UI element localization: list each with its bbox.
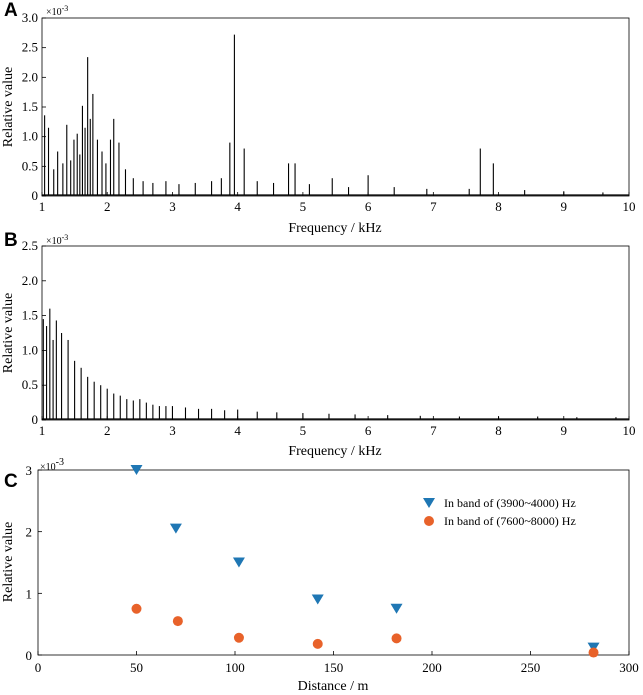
panel-b-xtick-label-3: 4 [234, 423, 241, 438]
panel-c-xticks: 0 50 100 150 200 250 300 [35, 651, 639, 675]
panel-c-x-axis-label: Distance / m [298, 679, 369, 694]
legend-label-band-3900: In band of (3900~4000) Hz [444, 496, 576, 510]
panel-b-xtick-label-7: 8 [495, 423, 502, 438]
panel-c-series-0-point-4 [390, 603, 403, 614]
panel-c-series-0-point-3 [311, 594, 324, 605]
panel-b-spectrum [42, 308, 629, 420]
panel-a-ytick-label-2: 1.0 [22, 129, 38, 144]
panel-b-xtick-label-8: 9 [561, 423, 568, 438]
panel-a-xtick-label-9: 10 [623, 199, 636, 214]
panel-c-xtick-label-4: 200 [422, 660, 442, 675]
panel-b-xticks: 1 2 3 4 5 6 7 8 9 10 [39, 416, 636, 438]
panel-a-ytick-label-4: 2.0 [22, 69, 38, 84]
panel-a-xtick-label-2: 3 [169, 199, 176, 214]
panel-b-ytick-label-3: 1.5 [22, 308, 38, 323]
panel-c-series-0-point-2 [232, 557, 245, 568]
legend-label-band-7600: In band of (7600~8000) Hz [444, 514, 576, 528]
panel-a-frame [41, 17, 630, 197]
panel-b-xtick-label-1: 2 [104, 423, 111, 438]
panel-c-xtick-label-0: 0 [35, 660, 42, 675]
panel-b-y-exponent: ×10-3 [46, 233, 68, 247]
panel-c-xtick-label-5: 250 [521, 660, 541, 675]
panel-c: C 0 50 100 150 200 250 300 0 1 2 3 ×10-3 In band … [1, 457, 639, 694]
panel-a-y-exponent: ×10-3 [46, 4, 68, 18]
panel-c-legend: In band of (3900~4000) Hz In band of (76… [423, 496, 576, 528]
panel-c-ytick-label-3: 3 [26, 463, 33, 478]
panel-b-xtick-label-6: 7 [430, 423, 437, 438]
panel-a-xtick-label-7: 8 [495, 199, 502, 214]
panel-b-yticks: 0 0.5 1.0 1.5 2.0 2.5 [22, 238, 46, 427]
panel-c-xtick-label-2: 100 [225, 660, 245, 675]
panel-a-xtick-label-5: 6 [365, 199, 372, 214]
panel-c-series-0-point-1 [169, 523, 182, 534]
panel-a-y-axis-label: Relative value [1, 67, 16, 147]
panel-c-y-axis-label: Relative value [1, 522, 16, 602]
panel-b-xtick-label-4: 5 [300, 423, 307, 438]
panel-b-xtick-label-0: 1 [39, 423, 46, 438]
panel-a-xtick-label-8: 9 [561, 199, 568, 214]
panel-c-ytick-label-2: 2 [26, 525, 33, 540]
panel-c-series-1-point-0 [131, 603, 142, 614]
panel-a-xtick-label-6: 7 [430, 199, 437, 214]
panel-b-ytick-label-4: 2.0 [22, 273, 38, 288]
panel-a-ytick-label-1: 0.5 [22, 158, 38, 173]
panel-b-xtick-label-2: 3 [169, 423, 176, 438]
panel-letter-c: C [4, 471, 18, 492]
panel-c-series-0-point-0 [130, 465, 143, 475]
panel-c-xtick-label-3: 150 [324, 660, 344, 675]
panel-letter-a: A [4, 0, 18, 21]
panel-b-xtick-label-9: 10 [623, 423, 636, 438]
panel-c-y-exponent: ×10-3 [40, 457, 64, 473]
panel-c-series-1-point-1 [172, 616, 183, 627]
panel-c-xtick-label-6: 300 [619, 660, 639, 675]
panel-a-ytick-label-6: 3.0 [22, 10, 38, 25]
panel-a-xtick-label-1: 2 [104, 199, 111, 214]
panel-c-series-1-point-2 [233, 632, 244, 643]
panel-a-ytick-label-5: 2.5 [22, 40, 38, 55]
panel-b-ytick-label-0: 0 [32, 412, 39, 427]
panel-b-xtick-label-5: 6 [365, 423, 372, 438]
legend-triangle-marker [423, 498, 435, 508]
panel-b-ytick-label-2: 1.0 [22, 342, 38, 357]
panel-a-xtick-label-3: 4 [234, 199, 241, 214]
panel-c-ytick-label-1: 1 [26, 586, 33, 601]
panel-a-x-axis-label: Frequency / kHz [288, 221, 381, 236]
panel-a: A 1 2 3 4 5 6 7 8 9 10 00.51.01.52.02.53.0 ×10-3 … [1, 0, 636, 236]
panel-b-x-axis-label: Frequency / kHz [288, 444, 381, 459]
panel-c-series-1-point-4 [391, 633, 402, 644]
panel-b-frame [41, 245, 630, 421]
panel-b-ytick-label-1: 0.5 [22, 377, 38, 392]
panel-c-ytick-label-0: 0 [26, 648, 33, 663]
panel-c-points [130, 465, 600, 658]
panel-b-y-axis-label: Relative value [1, 293, 16, 373]
panel-letter-b: B [4, 230, 18, 251]
panel-a-ytick-label-3: 1.5 [22, 99, 38, 114]
panel-c-series-1-point-5 [588, 647, 599, 658]
panel-c-yticks: 0 1 2 3 [26, 463, 42, 663]
panel-a-xticks: 1 2 3 4 5 6 7 8 9 10 [39, 192, 636, 214]
panel-c-series-1-point-3 [312, 638, 323, 649]
legend-circle-marker [424, 516, 434, 526]
panel-c-xtick-label-1: 50 [130, 660, 143, 675]
panel-a-spectrum [42, 34, 629, 196]
panel-b-ytick-label-5: 2.5 [22, 238, 38, 253]
panel-b: B 1 2 3 4 5 6 7 8 9 10 0 0.5 1.0 1.5 2.0 2.5 ×10-3 Fre… [1, 230, 636, 459]
panel-a-xtick-label-0: 1 [39, 199, 46, 214]
panel-a-ytick-label-0: 0 [32, 188, 39, 203]
panel-a-xtick-label-4: 5 [300, 199, 307, 214]
panel-a-yticks: 0 0.5 1.0 1.5 2.0 2.5 3.0 [22, 10, 46, 203]
